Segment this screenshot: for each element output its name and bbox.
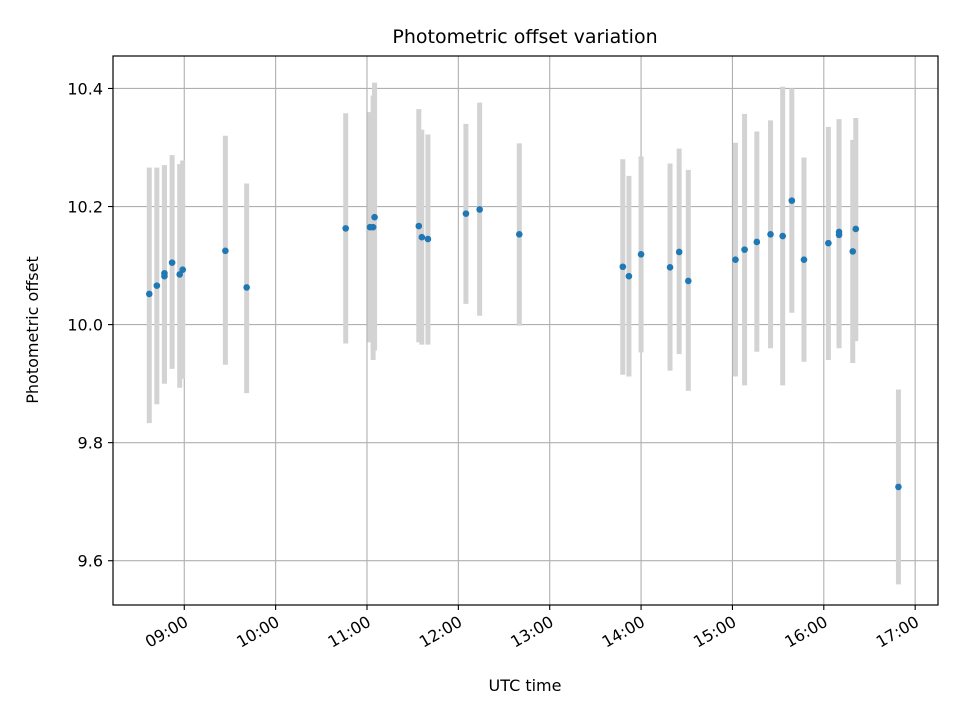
x-tick-label: 15:00 <box>690 612 739 652</box>
data-point <box>753 238 761 246</box>
data-point <box>168 259 176 266</box>
data-point <box>685 277 692 285</box>
data-point <box>849 248 857 255</box>
grid-layer <box>113 56 938 605</box>
data-point <box>179 266 187 273</box>
data-point <box>369 223 377 231</box>
data-point <box>145 290 153 298</box>
data-point <box>222 247 229 255</box>
y-tick-label: 9.6 <box>78 552 103 571</box>
data-point <box>741 246 748 253</box>
x-tick-label: 17:00 <box>873 612 922 652</box>
data-point <box>637 251 645 258</box>
x-tick-label: 13:00 <box>507 612 556 652</box>
data-point <box>415 222 423 230</box>
data-point <box>895 483 902 491</box>
x-tick-label: 10:00 <box>233 612 282 652</box>
y-tick-label: 9.8 <box>78 434 103 453</box>
data-point <box>779 232 786 240</box>
data-point <box>625 272 633 280</box>
data-point <box>788 197 796 204</box>
data-point <box>243 284 250 291</box>
data-point <box>515 230 523 238</box>
data-point <box>424 235 432 243</box>
data-point <box>666 264 674 271</box>
chart-title: Photometric offset variation <box>392 26 657 48</box>
data-point <box>675 248 683 256</box>
data-point <box>825 239 832 247</box>
data-point <box>462 210 470 217</box>
errorbar-layer <box>146 82 901 585</box>
data-point <box>371 213 378 221</box>
data-point <box>153 282 161 289</box>
x-axis-title: UTC time <box>489 676 562 695</box>
data-point <box>619 263 627 271</box>
data-point <box>800 256 808 263</box>
data-point <box>176 271 183 278</box>
data-point <box>835 231 843 239</box>
plot-frame <box>112 55 939 606</box>
data-point <box>342 225 349 232</box>
y-tick-label: 10.4 <box>67 79 103 98</box>
x-tick-label: 16:00 <box>781 612 830 652</box>
x-tick-label: 09:00 <box>142 612 191 652</box>
x-tick-label: 14:00 <box>599 612 648 652</box>
y-tick-label: 10.2 <box>67 198 103 217</box>
x-tick-label: 11:00 <box>325 612 374 652</box>
data-point <box>767 230 774 238</box>
y-axis-title: Photometric offset <box>23 256 42 404</box>
point-layer <box>145 197 902 491</box>
data-point <box>732 256 739 263</box>
data-point <box>476 206 483 213</box>
data-point <box>418 233 426 241</box>
x-tick-label: 12:00 <box>416 612 465 652</box>
y-tick-label: 10.0 <box>67 316 103 335</box>
data-point <box>161 272 168 280</box>
data-point <box>852 225 860 233</box>
